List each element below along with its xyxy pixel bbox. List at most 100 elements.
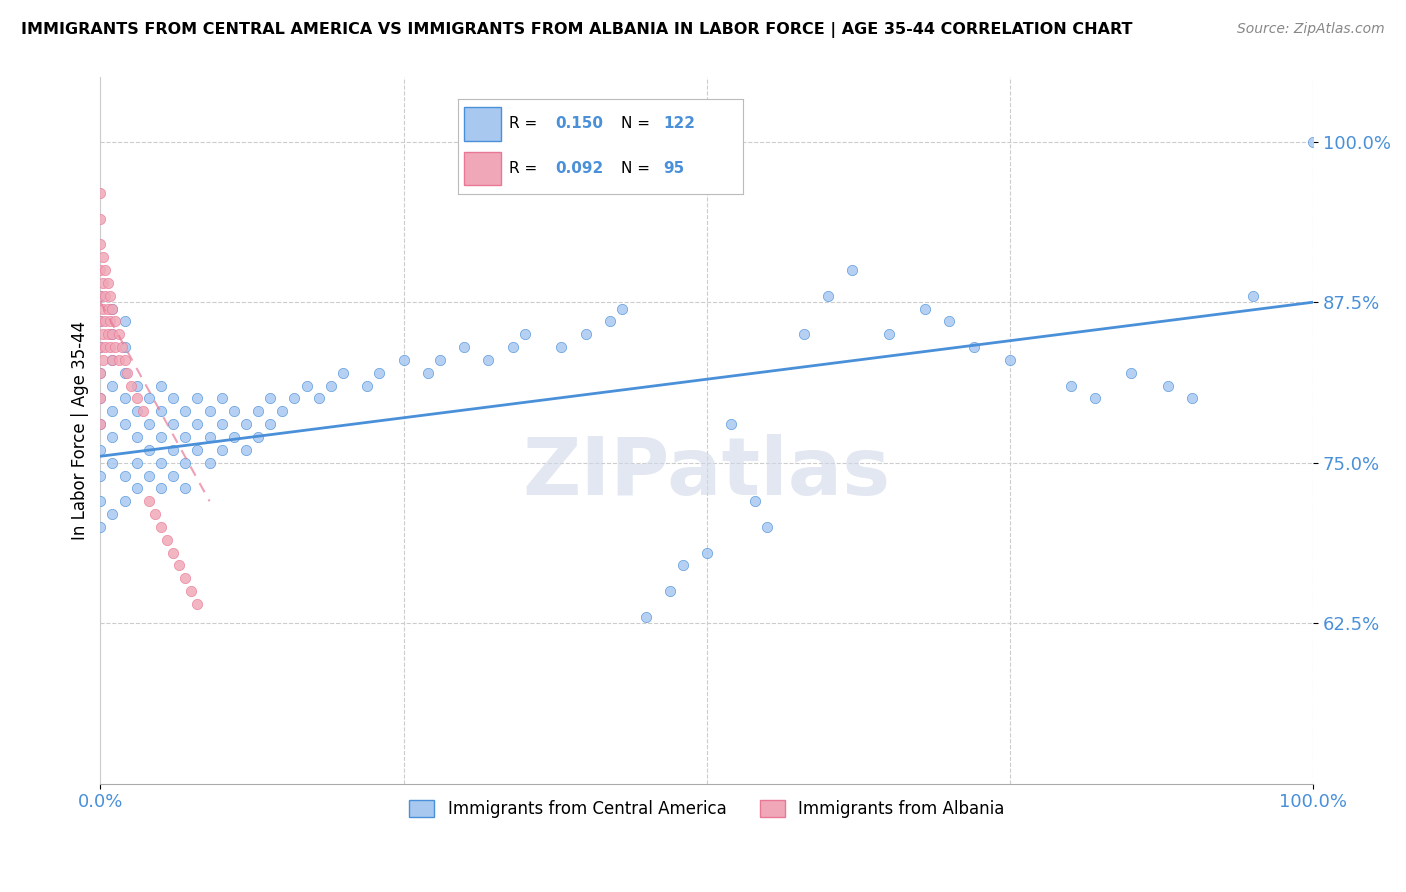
Point xyxy=(138,468,160,483)
Point xyxy=(97,301,120,316)
Point xyxy=(744,494,766,508)
Point xyxy=(91,327,114,342)
Point xyxy=(696,545,718,559)
Point xyxy=(89,340,111,354)
Point xyxy=(101,507,124,521)
Point xyxy=(271,404,294,418)
Point xyxy=(125,392,148,406)
Point xyxy=(114,366,136,380)
Point xyxy=(107,353,129,368)
Point xyxy=(186,392,208,406)
Point xyxy=(368,366,391,380)
Point xyxy=(94,263,117,277)
Point xyxy=(914,301,936,316)
Point xyxy=(174,430,197,444)
Point xyxy=(174,404,197,418)
Point xyxy=(89,263,111,277)
Point xyxy=(89,186,111,200)
Point xyxy=(138,494,160,508)
Point xyxy=(162,417,184,432)
Point xyxy=(1060,378,1083,392)
Point xyxy=(1241,289,1264,303)
Point xyxy=(104,314,127,328)
Point xyxy=(89,366,111,380)
Point xyxy=(150,520,173,534)
Point xyxy=(198,404,221,418)
Point xyxy=(89,417,111,432)
Point xyxy=(162,392,184,406)
Legend: Immigrants from Central America, Immigrants from Albania: Immigrants from Central America, Immigra… xyxy=(402,793,1011,825)
Point xyxy=(150,404,173,418)
Point xyxy=(247,404,270,418)
Point xyxy=(392,353,415,368)
Point xyxy=(938,314,960,328)
Point xyxy=(125,430,148,444)
Y-axis label: In Labor Force | Age 35-44: In Labor Force | Age 35-44 xyxy=(72,321,89,541)
Point xyxy=(659,584,682,599)
Point xyxy=(150,378,173,392)
Point xyxy=(114,417,136,432)
Point xyxy=(356,378,378,392)
Point xyxy=(101,378,124,392)
Text: ZIPatlas: ZIPatlas xyxy=(523,434,891,512)
Point xyxy=(259,417,281,432)
Text: IMMIGRANTS FROM CENTRAL AMERICA VS IMMIGRANTS FROM ALBANIA IN LABOR FORCE | AGE : IMMIGRANTS FROM CENTRAL AMERICA VS IMMIG… xyxy=(21,22,1133,38)
Point xyxy=(89,314,111,328)
Point xyxy=(247,430,270,444)
Point xyxy=(98,314,121,328)
Point xyxy=(793,327,815,342)
Point xyxy=(235,442,257,457)
Point xyxy=(114,353,136,368)
Point xyxy=(599,314,621,328)
Point xyxy=(416,366,439,380)
Point xyxy=(477,353,499,368)
Point xyxy=(114,468,136,483)
Point xyxy=(91,276,114,290)
Point xyxy=(1302,135,1324,149)
Point xyxy=(636,609,658,624)
Point xyxy=(308,392,330,406)
Point xyxy=(283,392,305,406)
Point xyxy=(429,353,451,368)
Point xyxy=(94,289,117,303)
Point xyxy=(156,533,179,547)
Point xyxy=(138,417,160,432)
Point xyxy=(1181,392,1204,406)
Point xyxy=(502,340,524,354)
Point xyxy=(162,442,184,457)
Point xyxy=(89,366,111,380)
Point xyxy=(332,366,354,380)
Point xyxy=(101,353,124,368)
Point xyxy=(574,327,596,342)
Point xyxy=(841,263,863,277)
Point xyxy=(97,327,120,342)
Point xyxy=(115,366,138,380)
Point xyxy=(211,417,233,432)
Point xyxy=(198,430,221,444)
Point xyxy=(150,430,173,444)
Point xyxy=(167,558,190,573)
Point xyxy=(186,597,208,611)
Point xyxy=(101,404,124,418)
Point xyxy=(89,211,111,226)
Point xyxy=(150,456,173,470)
Point xyxy=(513,327,536,342)
Point xyxy=(963,340,986,354)
Point xyxy=(89,314,111,328)
Point xyxy=(186,442,208,457)
Point xyxy=(104,340,127,354)
Point xyxy=(998,353,1021,368)
Point xyxy=(101,301,124,316)
Point xyxy=(101,353,124,368)
Point xyxy=(174,571,197,585)
Point xyxy=(89,340,111,354)
Point xyxy=(89,494,111,508)
Point xyxy=(259,392,281,406)
Point xyxy=(101,456,124,470)
Point xyxy=(125,456,148,470)
Point xyxy=(671,558,693,573)
Point xyxy=(89,392,111,406)
Point xyxy=(877,327,900,342)
Point xyxy=(1121,366,1143,380)
Point xyxy=(125,378,148,392)
